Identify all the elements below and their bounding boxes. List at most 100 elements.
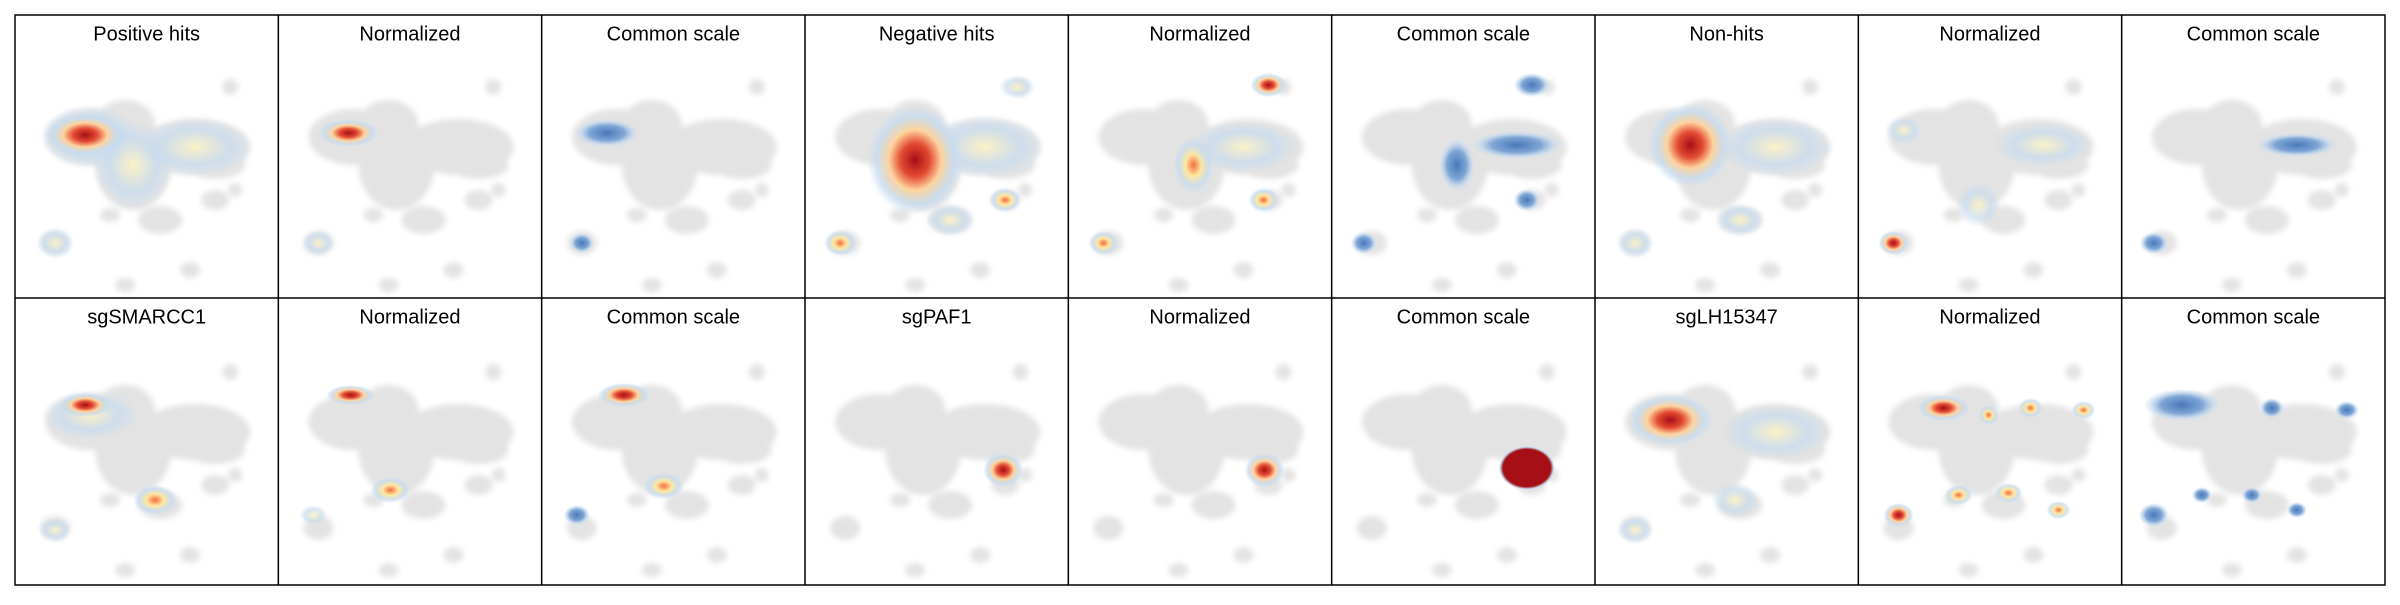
- density-spot: [569, 233, 594, 253]
- panel: sgPAF1: [830, 306, 1040, 577]
- umap-map: [1878, 79, 2094, 292]
- density-spot: [1244, 453, 1285, 487]
- density-spot: [1648, 103, 1733, 187]
- panel: Normalized: [1094, 306, 1304, 577]
- frame: [14, 14, 2386, 586]
- density-spot: [1993, 123, 2094, 167]
- panel-title: Negative hits: [879, 23, 995, 45]
- panel: Normalized: [1878, 23, 2094, 292]
- umap-map: [302, 79, 514, 292]
- density-spot: [1471, 131, 1562, 159]
- density-spot: [2286, 502, 2307, 518]
- density-spot: [370, 477, 411, 503]
- density-spot: [1716, 204, 1765, 236]
- density-spot: [2256, 133, 2337, 157]
- density-spot: [1248, 188, 1279, 212]
- umap-map: [1617, 79, 1834, 292]
- panel: Common scale: [563, 306, 777, 577]
- panel-title: sgPAF1: [902, 306, 972, 328]
- panel-title: Normalized: [1149, 23, 1250, 45]
- umap-map: [563, 364, 777, 577]
- density-spot: [1883, 503, 1914, 527]
- umap-map: [830, 364, 1040, 577]
- panel-title: Normalized: [359, 23, 460, 45]
- density-spot: [1628, 394, 1713, 446]
- density-spot: [824, 230, 857, 256]
- density-spot: [1438, 139, 1475, 191]
- density-spot: [574, 119, 639, 147]
- density-spot: [45, 113, 126, 157]
- umap-map: [824, 75, 1046, 292]
- density-spot: [37, 228, 74, 258]
- density-spot: [299, 505, 328, 525]
- density-spot: [989, 188, 1022, 212]
- panel: Common scale: [2138, 306, 2359, 577]
- density-spot: [867, 105, 964, 215]
- panel-title: Common scale: [607, 306, 740, 328]
- umap-map: [1088, 73, 1304, 292]
- umap-map: [2138, 364, 2359, 577]
- panel: Common scale: [1350, 23, 1567, 292]
- umap-background: [304, 79, 514, 292]
- umap-background: [1620, 79, 1830, 292]
- panel-title: sgLH15347: [1676, 306, 1778, 328]
- density-spot: [1088, 231, 1119, 255]
- panel-title: Common scale: [1397, 23, 1530, 45]
- density-spot: [133, 485, 178, 515]
- panel: Normalized: [1883, 306, 2096, 577]
- density-spot: [2191, 487, 2212, 503]
- density-spot: [1917, 395, 1970, 421]
- density-spot: [326, 385, 375, 405]
- density-spot: [2259, 398, 2284, 418]
- umap-map: [567, 79, 777, 292]
- density-spot: [1878, 231, 1909, 255]
- density-spot: [2046, 501, 2071, 519]
- panel: Normalized: [302, 23, 514, 292]
- density-spot: [1978, 405, 1999, 425]
- density-spot: [1885, 116, 1922, 144]
- density-spot: [59, 393, 112, 417]
- density-spot: [2334, 401, 2359, 419]
- density-spot: [926, 204, 975, 236]
- density-spot: [643, 473, 684, 499]
- panel: Common scale: [2139, 23, 2357, 292]
- density-spot: [2139, 232, 2168, 254]
- density-spot: [1250, 73, 1287, 97]
- density-spot: [983, 453, 1024, 487]
- density-spot: [1944, 485, 1973, 505]
- panel: Non-hits: [1617, 23, 1834, 292]
- panel: Common scale: [567, 23, 777, 292]
- panel-title: Common scale: [1397, 306, 1530, 328]
- umap-background: [567, 79, 777, 292]
- panel-title: Normalized: [1149, 306, 1250, 328]
- panel-title: Normalized: [1939, 306, 2040, 328]
- umap-map: [39, 364, 250, 577]
- panel: Negative hits: [824, 23, 1046, 292]
- density-spot: [1350, 232, 1377, 254]
- density-spot: [1513, 189, 1540, 211]
- density-spot: [563, 505, 590, 525]
- panel-title: Non-hits: [1689, 23, 1763, 45]
- panel-title: Common scale: [2187, 306, 2320, 328]
- density-spot: [2018, 398, 2043, 418]
- umap-map: [1094, 364, 1304, 577]
- density-spot: [137, 117, 254, 177]
- density-spot: [1720, 404, 1831, 460]
- panel-title: Positive hits: [93, 23, 200, 45]
- umap-map: [1350, 73, 1567, 292]
- umap-map: [2139, 79, 2357, 292]
- density-spot: [2138, 503, 2169, 527]
- panel-title: Normalized: [1939, 23, 2040, 45]
- panel-title: sgSMARCC1: [87, 306, 206, 328]
- density-spot: [1513, 73, 1550, 97]
- panel: sgLH15347: [1617, 306, 1831, 577]
- panel: Normalized: [299, 306, 514, 577]
- umap-map: [1617, 364, 1831, 577]
- density-spot: [39, 518, 72, 542]
- density-spot: [1717, 117, 1834, 177]
- panel: Normalized: [1088, 23, 1304, 292]
- umap-map: [1883, 364, 2096, 577]
- panel: Common scale: [1357, 306, 1567, 577]
